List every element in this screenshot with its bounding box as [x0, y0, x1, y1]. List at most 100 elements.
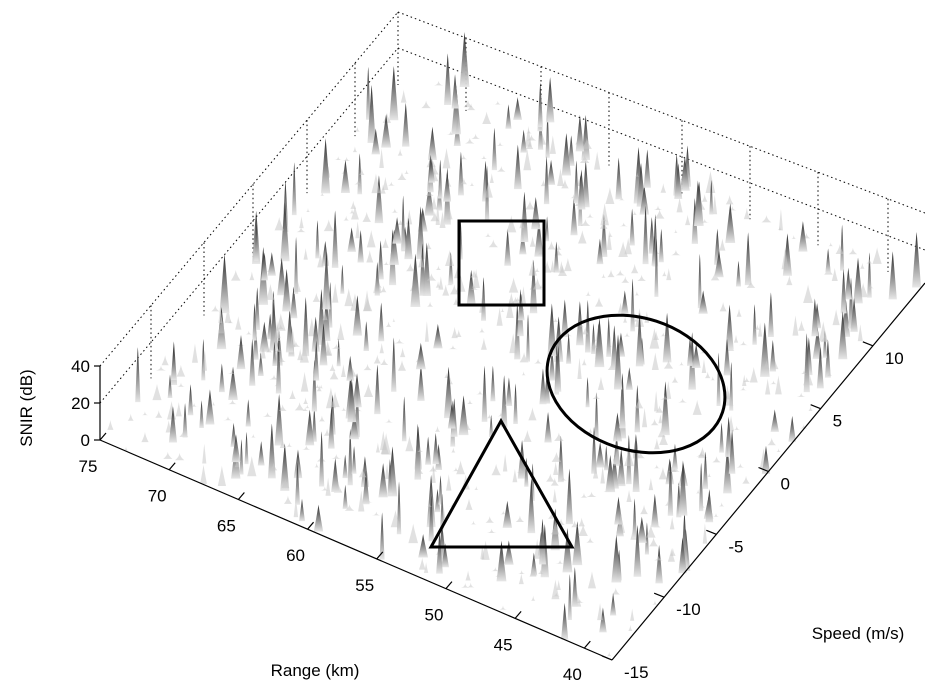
surface-peak: [358, 490, 365, 512]
surface-peak: [561, 299, 569, 337]
range-tick-label: 40: [563, 665, 582, 684]
surface-peak: [504, 540, 514, 565]
surface-peak: [363, 383, 374, 397]
surface-peak: [423, 562, 429, 573]
surface-peak: [778, 209, 783, 231]
surface-peak: [331, 210, 339, 268]
surface-peak: [594, 392, 599, 439]
surface-peak: [435, 550, 440, 555]
range-tick-label: 60: [286, 546, 305, 565]
surface-peak: [260, 342, 266, 359]
surface-peak: [725, 194, 734, 205]
surface-peak: [441, 543, 449, 568]
surface-peak: [318, 384, 324, 389]
surface-peak: [323, 428, 331, 436]
surface-peak: [141, 411, 149, 416]
surface-peak: [481, 540, 490, 560]
surface-peak: [513, 144, 522, 190]
surface-peak: [628, 624, 633, 632]
surface-peak: [313, 504, 324, 532]
surface-peak: [552, 592, 561, 597]
surface-peak: [397, 172, 407, 181]
surface-peak: [825, 248, 831, 273]
surface-peak: [557, 435, 564, 483]
surface-peak: [705, 371, 711, 379]
surface-peak: [551, 318, 561, 322]
surface-peak: [431, 465, 436, 483]
surface-peak: [816, 346, 824, 389]
surface-peak: [235, 316, 242, 330]
surface-peak: [585, 291, 591, 296]
ylabel: Speed (m/s): [812, 624, 905, 643]
surface-peak: [646, 524, 656, 538]
surface-peak: [349, 411, 360, 440]
surface-peak: [496, 412, 505, 417]
surface-peak: [236, 335, 246, 370]
surface-peak: [488, 239, 498, 248]
surface-peak: [698, 462, 704, 512]
surface-peak: [490, 567, 501, 572]
surface-peak: [435, 265, 442, 270]
surface-peak: [658, 228, 664, 263]
surface-peak: [379, 512, 385, 560]
range-tick-label: 70: [148, 487, 167, 506]
range-tick: [445, 581, 453, 590]
surface-peak: [410, 253, 421, 307]
surface-peak: [485, 516, 494, 523]
surface-peak: [168, 406, 178, 443]
surface-peak: [291, 162, 297, 216]
surface-peak: [460, 177, 468, 185]
surface-peak: [556, 579, 561, 590]
surface-peak: [400, 195, 406, 250]
surface-peak: [770, 409, 779, 432]
surface-peak: [605, 455, 616, 493]
surface-peak: [426, 273, 437, 281]
surface-peak: [545, 113, 550, 158]
surface-peak: [299, 216, 304, 229]
surface-peak: [346, 355, 355, 381]
surface-peak: [769, 340, 777, 372]
surface-peak: [320, 486, 330, 491]
surface-peak: [857, 324, 863, 342]
surface-peak: [416, 447, 423, 452]
surface-peak: [578, 517, 585, 527]
tick-marks: [94, 341, 874, 661]
surface-peak: [494, 572, 502, 577]
surface-peak: [521, 371, 526, 376]
surface-peak: [827, 371, 833, 376]
surface-peak: [300, 407, 310, 412]
surface-peak: [282, 268, 292, 312]
surface-peak: [763, 359, 770, 369]
surface-peak: [510, 296, 521, 304]
surface-peak: [481, 277, 487, 321]
surface-peak: [775, 375, 782, 395]
surface-peak: [262, 412, 273, 417]
surface-peak: [378, 302, 385, 342]
surface-peak: [211, 401, 216, 406]
surface-peak: [322, 251, 331, 310]
surface-peak: [434, 425, 441, 432]
surface-peak: [425, 189, 434, 196]
surface-peak: [584, 299, 591, 353]
surface-peak: [663, 359, 674, 369]
surface-peak: [200, 464, 207, 484]
surface-peak: [384, 463, 390, 479]
surface-peak: [470, 269, 478, 278]
surface-peak: [458, 395, 469, 436]
surface-peak: [270, 462, 278, 471]
surface-peak: [459, 32, 470, 87]
surface-peak: [670, 547, 676, 556]
surface-peak: [564, 258, 572, 272]
surface-peak: [577, 169, 586, 210]
surface-peak: [561, 133, 571, 176]
surface-peak: [537, 569, 544, 575]
surface-peak: [650, 493, 659, 528]
surface-peak: [296, 226, 306, 233]
surface-peak: [463, 99, 473, 108]
surface-peak: [319, 431, 325, 487]
surface-peak: [141, 431, 149, 443]
surface-peak: [239, 439, 244, 475]
surface-peak: [167, 401, 177, 420]
surface-peak: [380, 430, 387, 451]
surface-peak: [467, 582, 475, 588]
